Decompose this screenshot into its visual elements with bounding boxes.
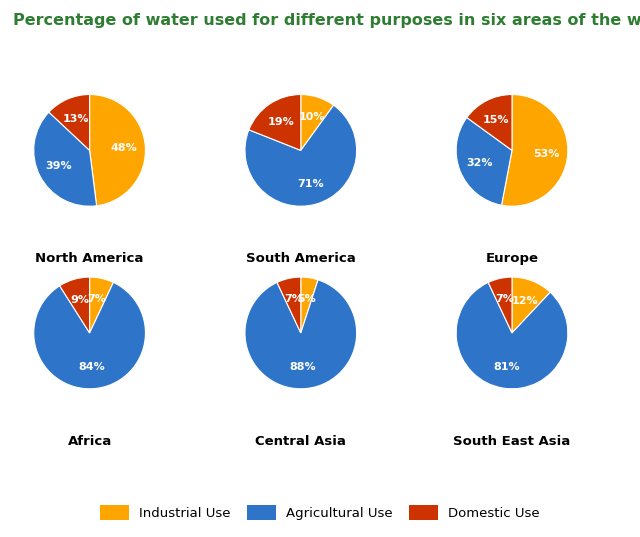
Text: 19%: 19% [268, 117, 294, 127]
Wedge shape [49, 95, 90, 150]
Text: 9%: 9% [70, 295, 90, 304]
Text: 5%: 5% [297, 294, 316, 304]
Wedge shape [90, 95, 145, 206]
Wedge shape [60, 277, 90, 333]
Text: North America: North America [35, 252, 144, 265]
Wedge shape [456, 118, 512, 205]
Text: 7%: 7% [284, 294, 303, 304]
Text: 7%: 7% [88, 294, 107, 304]
Wedge shape [301, 95, 333, 150]
Text: 15%: 15% [483, 114, 509, 125]
Wedge shape [34, 282, 145, 389]
Text: Africa: Africa [67, 435, 112, 448]
Text: 7%: 7% [495, 294, 514, 304]
Wedge shape [502, 95, 568, 206]
Wedge shape [277, 277, 301, 333]
Text: 39%: 39% [45, 161, 72, 171]
Wedge shape [245, 280, 356, 389]
Text: 84%: 84% [78, 362, 105, 373]
Wedge shape [512, 277, 550, 333]
Wedge shape [245, 105, 356, 206]
Wedge shape [90, 277, 113, 333]
Text: 71%: 71% [297, 179, 324, 188]
Text: South America: South America [246, 252, 356, 265]
Text: 12%: 12% [511, 296, 538, 306]
Text: 13%: 13% [63, 114, 89, 124]
Wedge shape [249, 95, 301, 150]
Text: 53%: 53% [533, 149, 559, 158]
Wedge shape [467, 95, 512, 150]
Text: 48%: 48% [111, 143, 138, 153]
Wedge shape [456, 282, 568, 389]
Text: 32%: 32% [467, 158, 493, 168]
Text: Europe: Europe [486, 252, 538, 265]
Text: South East Asia: South East Asia [453, 435, 571, 448]
Wedge shape [301, 277, 318, 333]
Text: 81%: 81% [493, 362, 520, 372]
Text: 88%: 88% [290, 362, 316, 373]
Text: 10%: 10% [298, 112, 324, 122]
Wedge shape [34, 112, 97, 206]
Legend: Industrial Use, Agricultural Use, Domestic Use: Industrial Use, Agricultural Use, Domest… [95, 500, 545, 525]
Wedge shape [488, 277, 512, 333]
Text: Central Asia: Central Asia [255, 435, 346, 448]
Text: Percentage of water used for different purposes in six areas of the world.: Percentage of water used for different p… [13, 13, 640, 28]
